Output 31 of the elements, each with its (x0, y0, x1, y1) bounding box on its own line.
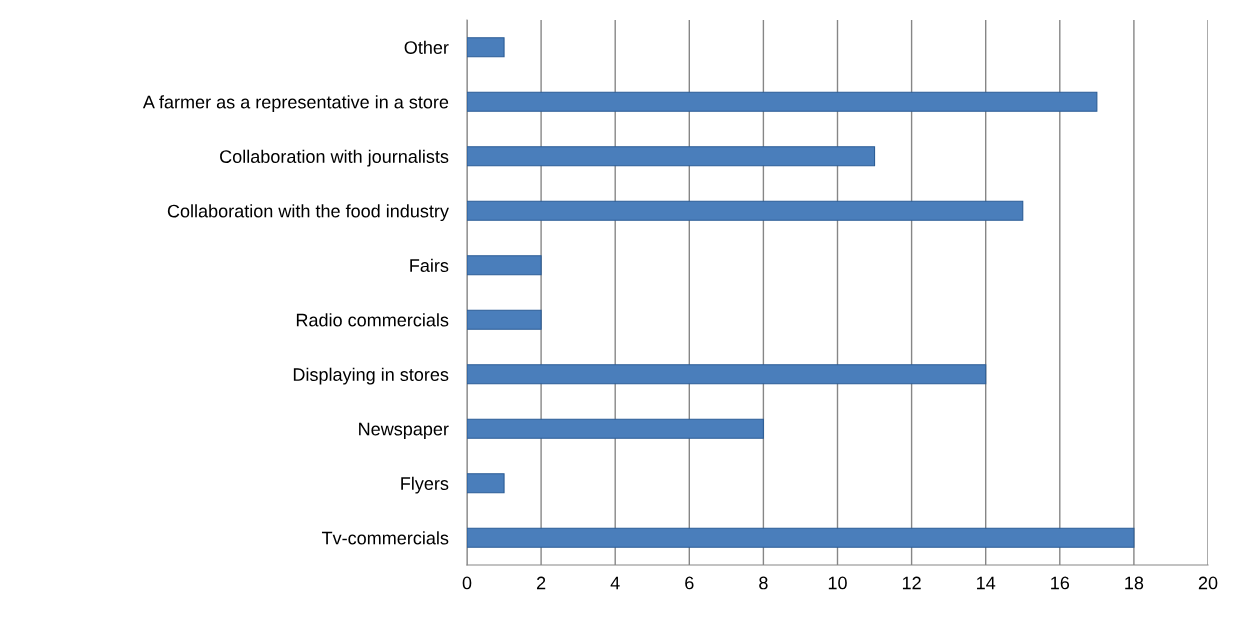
bar (467, 200, 1024, 221)
y-tick-label: Displaying in stores (293, 367, 449, 385)
y-tick-label: Newspaper (359, 422, 449, 440)
x-tick-label: 20 (1198, 576, 1218, 590)
bar (467, 91, 1098, 112)
y-tick-label: Collaboration with the food industry (167, 204, 449, 222)
x-tick-label: 18 (1125, 576, 1144, 590)
y-tick-label: Other (404, 40, 449, 54)
bar (467, 418, 764, 439)
y-tick-label: A farmer as a representative in a store (142, 95, 449, 113)
x-tick-label: 2 (536, 576, 546, 590)
x-tick-label: 0 (462, 576, 472, 590)
x-tick-label: 6 (685, 576, 694, 590)
bar (467, 309, 542, 330)
x-tick-label: 10 (828, 576, 847, 590)
x-tick-label: 12 (902, 576, 921, 590)
bar (467, 37, 505, 58)
bar (467, 364, 987, 385)
bar (467, 527, 1135, 548)
x-tick-label: 8 (759, 576, 768, 590)
bar (467, 255, 542, 276)
y-tick-label: Radio commercials (296, 313, 449, 327)
y-tick-label: Flyers (401, 476, 449, 494)
y-tick-label: Tv-commercials (321, 531, 449, 545)
bar (467, 473, 505, 494)
y-tick-label: Fairs (410, 258, 449, 272)
y-tick-label: Collaboration with journalists (220, 149, 449, 167)
bar (467, 146, 876, 167)
x-tick-label: 14 (977, 576, 996, 590)
x-tick-label: 4 (610, 576, 620, 590)
x-tick-label: 16 (1051, 576, 1070, 590)
